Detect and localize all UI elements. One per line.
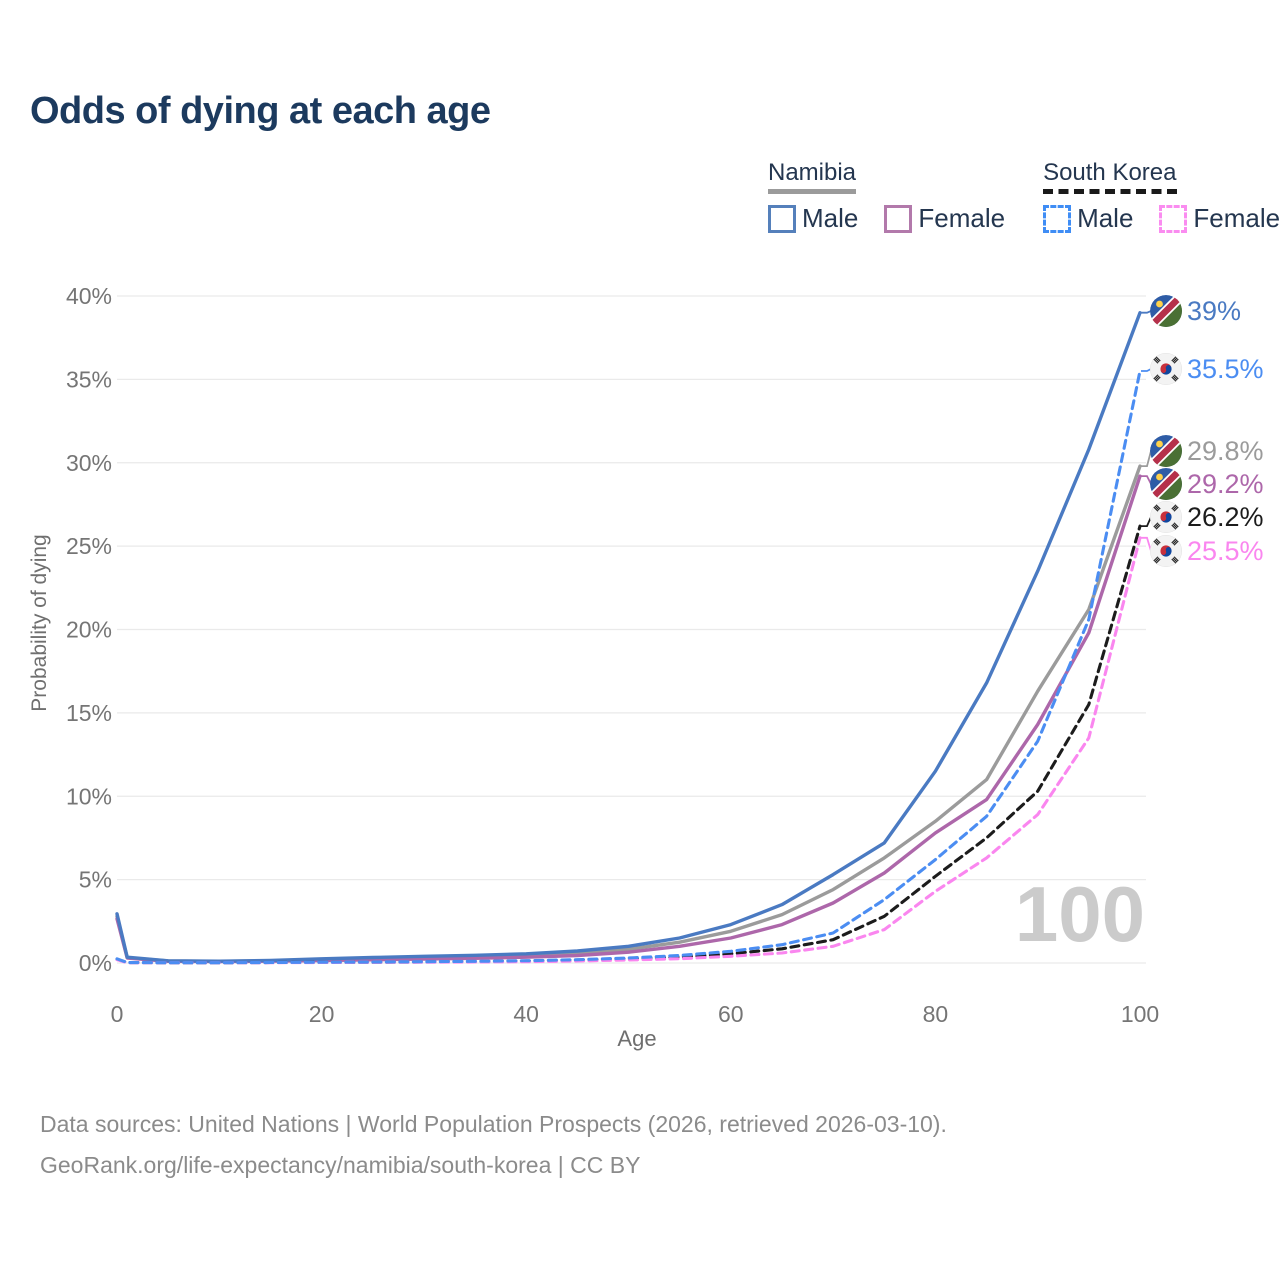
south-korea-flag-icon xyxy=(1150,501,1182,533)
south-korea-flag-icon xyxy=(1150,353,1182,385)
y-tick-label: 40% xyxy=(66,283,112,309)
legend-item-namibia-male[interactable]: Male xyxy=(768,203,858,234)
series-line-kr-female xyxy=(115,536,1142,965)
y-axis-title: Probability of dying xyxy=(28,534,51,711)
footer-source-line: Data sources: United Nations | World Pop… xyxy=(40,1111,947,1137)
x-tick-label: 0 xyxy=(111,1001,124,1027)
namibia-flag-icon xyxy=(1150,295,1182,327)
x-tick-label: 40 xyxy=(513,1001,539,1027)
x-tick-label: 60 xyxy=(718,1001,744,1027)
series-end-label-na-both: 29.8% xyxy=(1187,436,1264,466)
x-tick-label: 20 xyxy=(309,1001,335,1027)
chart-legend: Namibia Male Female South Korea Male Female xyxy=(768,160,1280,234)
legend-item-south-korea-female[interactable]: Female xyxy=(1159,203,1280,234)
chart-footer: Data sources: United Nations | World Pop… xyxy=(40,1104,947,1186)
series-end-label-na-female: 29.2% xyxy=(1187,469,1264,499)
series-line-na-both xyxy=(115,464,1142,963)
south-korea-flag-icon xyxy=(1150,535,1182,567)
series-end-label-kr-female: 25.5% xyxy=(1187,536,1264,566)
legend-group-title: Namibia xyxy=(768,160,857,194)
x-tick-label: 80 xyxy=(923,1001,949,1027)
y-tick-label: 10% xyxy=(66,783,112,809)
namibia-flag-icon xyxy=(1150,435,1182,467)
legend-item-south-korea-male[interactable]: Male xyxy=(1043,203,1133,234)
footer-attribution-line: GeoRank.org/life-expectancy/namibia/sout… xyxy=(40,1152,641,1178)
legend-swatch-icon xyxy=(1043,204,1072,233)
legend-group-south-korea: South Korea Male Female xyxy=(1043,160,1280,234)
y-tick-label: 25% xyxy=(66,533,112,559)
y-tick-label: 30% xyxy=(66,450,112,476)
legend-item-label: Female xyxy=(918,203,1006,233)
age-counter-watermark: 100 xyxy=(1015,870,1145,958)
legend-group-namibia: Namibia Male Female xyxy=(768,160,1005,234)
namibia-flag-icon xyxy=(1150,468,1182,500)
legend-swatch-icon xyxy=(768,204,796,233)
x-axis-title: Age xyxy=(617,1026,656,1051)
y-tick-label: 35% xyxy=(66,366,112,392)
legend-swatch-icon xyxy=(1159,204,1188,233)
page-title: Odds of dying at each age xyxy=(30,90,491,132)
y-tick-label: 5% xyxy=(79,867,112,893)
y-tick-label: 20% xyxy=(66,617,112,643)
y-tick-label: 0% xyxy=(79,950,112,976)
legend-group-title: South Korea xyxy=(1043,160,1177,194)
series-end-label-na-male: 39% xyxy=(1187,296,1241,326)
legend-item-label: Male xyxy=(802,203,859,233)
legend-item-label: Male xyxy=(1077,203,1134,233)
series-line-na-female xyxy=(115,474,1142,964)
series-line-na-male xyxy=(115,311,1142,963)
legend-item-namibia-female[interactable]: Female xyxy=(884,203,1005,234)
series-end-label-kr-both: 26.2% xyxy=(1187,502,1264,532)
series-line-kr-both xyxy=(115,524,1142,965)
legend-item-label: Female xyxy=(1193,203,1280,233)
y-tick-label: 15% xyxy=(66,700,112,726)
series-end-label-kr-male: 35.5% xyxy=(1187,354,1264,384)
series-line-kr-male xyxy=(115,369,1142,965)
x-tick-label: 100 xyxy=(1121,1001,1159,1027)
legend-swatch-icon xyxy=(884,204,913,233)
